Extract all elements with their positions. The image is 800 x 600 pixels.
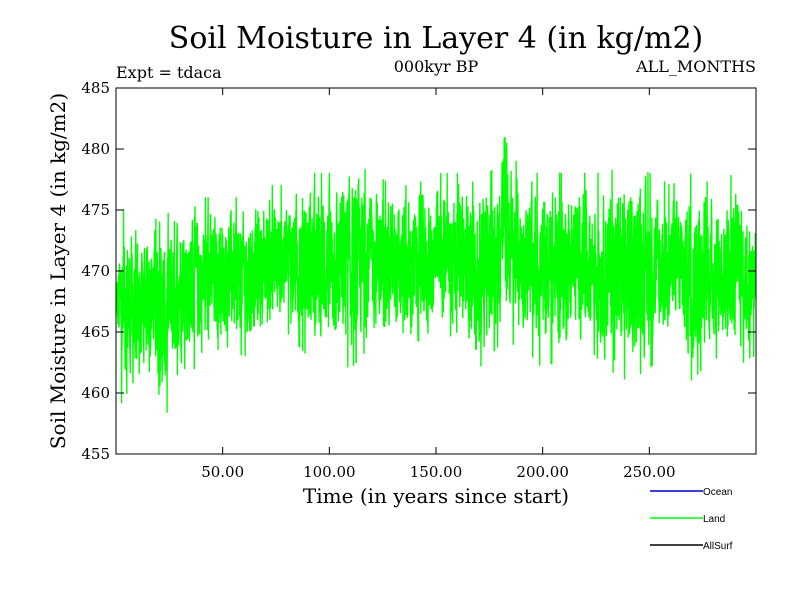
- x-tick-label: 150.00: [410, 463, 463, 481]
- legend-label-land: Land: [703, 514, 725, 525]
- legend: Ocean Land AllSurf: [650, 487, 733, 552]
- y-tick-label: 455: [81, 445, 110, 463]
- period-label: 000kyr BP: [394, 57, 479, 76]
- x-tick-label: 250.00: [623, 463, 676, 481]
- y-tick-label: 485: [81, 79, 110, 97]
- x-tick-label: 100.00: [303, 463, 356, 481]
- legend-label-ocean: Ocean: [703, 487, 732, 498]
- experiment-label: Expt = tdaca: [116, 63, 222, 82]
- x-tick-label: 50.00: [201, 463, 244, 481]
- ticks-layer: 50.00 100.00 150.00 200.00 250.00 455 460 465 47…: [81, 79, 756, 481]
- y-tick-label: 480: [81, 140, 110, 158]
- chart-title: Soil Moisture in Layer 4 (in kg/m2): [169, 21, 703, 56]
- x-axis-label: Time (in years since start): [303, 484, 569, 508]
- x-tick-label: 200.00: [516, 463, 569, 481]
- y-tick-label: 475: [81, 201, 110, 219]
- series-layer: [115, 136, 757, 413]
- legend-label-allsurf: AllSurf: [703, 541, 733, 552]
- y-tick-label: 470: [81, 262, 110, 280]
- y-tick-label: 465: [81, 323, 110, 341]
- y-axis-label: Soil Moisture in Layer 4 (in kg/m2): [46, 93, 70, 449]
- series-line-land: [115, 136, 757, 413]
- months-label: ALL_MONTHS: [635, 57, 756, 76]
- y-tick-label: 460: [81, 384, 110, 402]
